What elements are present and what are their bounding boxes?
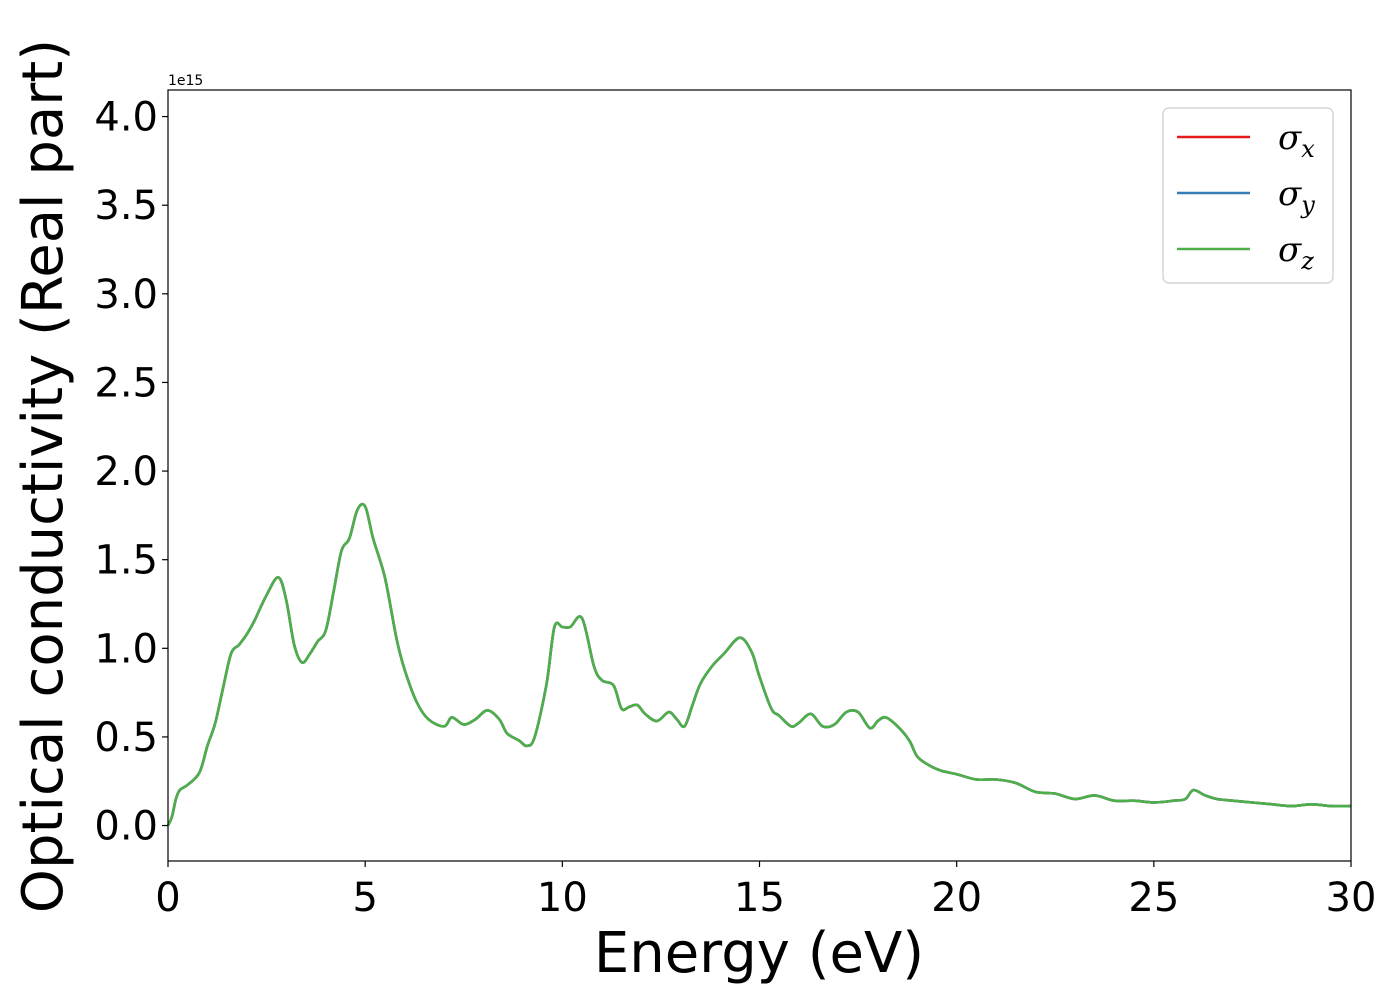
x-tick-label: 25: [1128, 875, 1179, 921]
y-tick-label: 0.5: [94, 715, 158, 761]
y-axis-label: Optical conductivity (Real part): [11, 39, 76, 913]
x-tick-label: 0: [155, 875, 180, 921]
x-tick-label: 10: [537, 875, 588, 921]
y-tick-label: 3.0: [94, 272, 158, 318]
x-axis-label: Energy (eV): [594, 921, 924, 986]
x-axis: 0 5 10 15 20 25 30: [155, 861, 1376, 921]
x-tick-label: 20: [931, 875, 982, 921]
x-tick-label: 5: [352, 875, 377, 921]
plot-series: [166, 502, 1352, 827]
y-tick-label: 3.5: [94, 183, 158, 229]
y-tick-label: 2.5: [94, 360, 158, 406]
y-tick-label: 1.0: [94, 626, 158, 672]
x-tick-label: 15: [734, 875, 785, 921]
y-axis: 0.0 0.5 1.0 1.5 2.0 2.5 3.0 3.5 4.0: [94, 95, 168, 850]
y-tick-label: 1.5: [94, 538, 158, 584]
y-tick-label: 0.0: [94, 804, 158, 850]
legend-box: [1162, 107, 1334, 284]
plot-frame: [167, 89, 1352, 862]
y-tick-label: 4.0: [94, 95, 158, 141]
x-tick-label: 30: [1326, 875, 1377, 921]
series-line-z: [166, 502, 1352, 827]
y-tick-label: 2.0: [94, 449, 158, 495]
y-axis-offset-label: 1e15: [168, 73, 203, 89]
